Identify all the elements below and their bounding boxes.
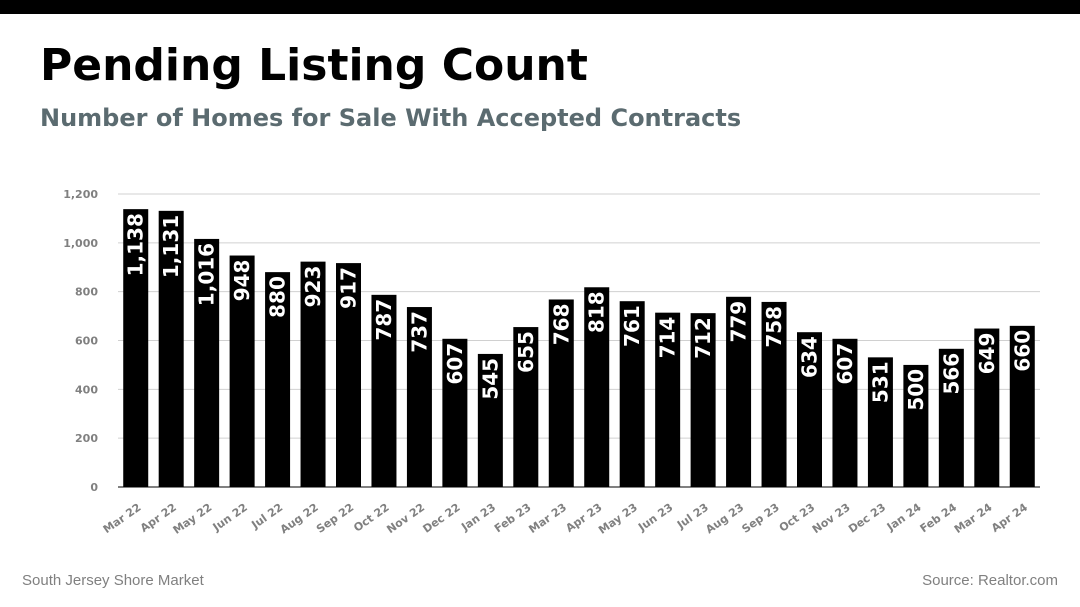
data-label: 531 — [868, 361, 892, 403]
bar — [761, 301, 787, 487]
data-label: 1,016 — [195, 243, 219, 306]
data-label: 787 — [372, 299, 396, 341]
x-tick-label: Jan 23 — [458, 501, 498, 534]
data-label: 634 — [798, 336, 822, 378]
data-label: 500 — [904, 369, 928, 411]
y-tick-label: 0 — [90, 481, 98, 494]
bar — [300, 261, 326, 487]
data-label: 818 — [585, 291, 609, 333]
bar — [336, 263, 361, 487]
data-label: 545 — [478, 358, 502, 400]
bar — [584, 287, 610, 487]
y-tick-label: 200 — [75, 432, 98, 445]
data-label: 880 — [266, 276, 290, 318]
x-tick-label: Mar 24 — [952, 501, 995, 536]
data-label: 655 — [514, 331, 538, 373]
bar — [194, 238, 220, 487]
bar — [442, 338, 468, 487]
x-tick-label: Sep 23 — [740, 501, 782, 536]
bar — [619, 301, 645, 487]
page-title: Pending Listing Count — [40, 40, 588, 91]
x-tick-label: Dec 22 — [421, 501, 463, 536]
x-tick-label: Nov 22 — [384, 501, 427, 536]
y-tick-label: 1,200 — [63, 188, 98, 201]
source-label: Source: Realtor.com — [922, 572, 1058, 589]
y-tick-label: 400 — [75, 383, 98, 396]
x-tick-label: Dec 23 — [846, 501, 888, 536]
x-tick-label: May 22 — [171, 501, 215, 537]
y-tick-label: 1,000 — [63, 237, 98, 250]
bar — [867, 357, 893, 487]
bar — [974, 328, 1000, 487]
x-tick-label: May 23 — [596, 501, 640, 537]
bar — [690, 313, 716, 487]
data-label: 660 — [1010, 330, 1034, 372]
y-tick-label: 800 — [75, 286, 98, 299]
data-label: 566 — [939, 353, 963, 395]
data-label: 607 — [833, 343, 857, 385]
bar — [1009, 325, 1035, 487]
bar — [477, 353, 503, 487]
x-tick-label: Oct 23 — [777, 501, 817, 535]
x-tick-label: Mar 22 — [101, 501, 144, 536]
bar — [938, 348, 964, 487]
data-label: 714 — [656, 317, 680, 359]
data-label: 917 — [337, 267, 361, 309]
data-label: 768 — [549, 303, 573, 345]
bar — [726, 296, 752, 487]
x-tick-label: Jun 23 — [635, 501, 675, 535]
data-label: 779 — [727, 301, 751, 343]
x-tick-label: Sep 22 — [314, 501, 356, 536]
x-tick-label: Mar 23 — [526, 501, 569, 536]
bar — [123, 209, 149, 487]
data-label: 712 — [691, 317, 715, 359]
data-label: 758 — [762, 306, 786, 348]
data-label: 761 — [620, 305, 644, 347]
bar — [903, 364, 929, 487]
x-tick-label: Apr 24 — [989, 501, 1030, 535]
page-subtitle: Number of Homes for Sale With Accepted C… — [40, 104, 742, 132]
x-tick-label: Aug 22 — [278, 501, 321, 537]
data-label: 607 — [443, 343, 467, 385]
bar — [655, 312, 681, 487]
x-tick-label: Oct 22 — [351, 501, 391, 535]
bar — [797, 332, 822, 487]
bar — [158, 210, 184, 487]
x-tick-label: Jan 24 — [884, 501, 924, 534]
x-tick-label: Feb 24 — [918, 501, 960, 536]
y-tick-label: 600 — [75, 335, 98, 348]
top-bar — [0, 0, 1080, 14]
bar — [371, 294, 397, 487]
data-label: 649 — [975, 333, 999, 375]
x-tick-label: Jun 22 — [210, 501, 250, 535]
bar — [513, 327, 539, 487]
x-tick-label: Nov 23 — [810, 501, 853, 536]
bar — [229, 255, 255, 487]
data-label: 923 — [301, 266, 325, 308]
data-label: 737 — [407, 311, 431, 353]
bar — [832, 338, 858, 487]
bar — [265, 272, 291, 487]
x-tick-label: Feb 23 — [492, 501, 533, 535]
market-label: South Jersey Shore Market — [22, 572, 204, 589]
data-label: 1,131 — [159, 215, 183, 278]
x-tick-label: Aug 23 — [703, 501, 746, 537]
bar — [548, 299, 574, 487]
data-label: 948 — [230, 260, 254, 302]
bar — [406, 307, 432, 487]
data-label: 1,138 — [124, 213, 148, 276]
